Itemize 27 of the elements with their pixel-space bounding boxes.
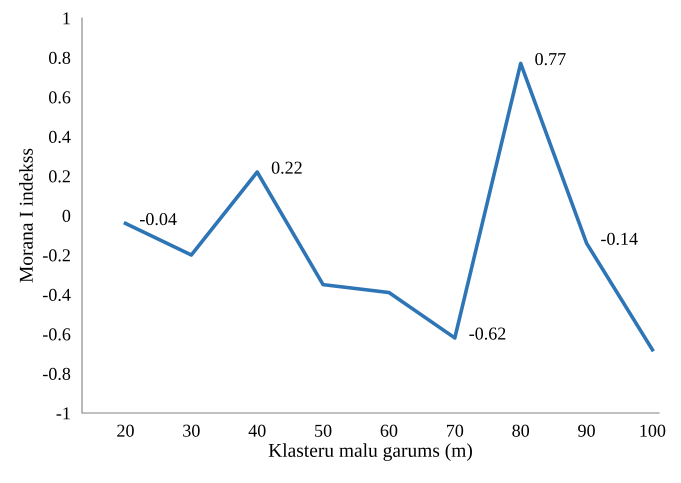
data-label: 0.77: [535, 52, 566, 66]
x-tick-label: 60: [380, 424, 398, 437]
x-tick-label: 100: [640, 424, 666, 437]
x-tick-label: 30: [183, 424, 200, 437]
x-tick-label: 20: [117, 424, 134, 437]
data-label: -0.14: [601, 232, 638, 245]
x-tick-label: 70: [446, 424, 464, 437]
data-label: -0.62: [469, 328, 506, 340]
y-tick-label: -1: [56, 407, 70, 420]
x-axis-title: Klasteru malu garums (m): [268, 443, 472, 461]
x-tick-label: 90: [578, 424, 595, 437]
y-tick-label: -0.4: [42, 288, 71, 302]
y-tick-label: 0: [62, 210, 70, 222]
x-tick-label: 80: [512, 424, 530, 437]
y-tick-label: 0.2: [49, 170, 70, 183]
x-tick-label: 50: [315, 424, 332, 437]
y-tick-label: 1: [63, 12, 70, 24]
y-tick-label: -0.8: [42, 368, 70, 380]
data-label: -0.04: [140, 212, 177, 226]
y-tick-label: 0.8: [49, 52, 70, 64]
y-tick-label: -0.6: [42, 328, 70, 341]
y-tick-label: -0.2: [42, 249, 70, 262]
y-tick-label: 0.6: [49, 91, 70, 104]
y-axis-title: Morana I indekss: [19, 148, 33, 282]
data-label: 0.22: [272, 162, 302, 174]
x-tick-label: 40: [248, 424, 266, 437]
y-tick-label: 0.4: [49, 130, 71, 144]
